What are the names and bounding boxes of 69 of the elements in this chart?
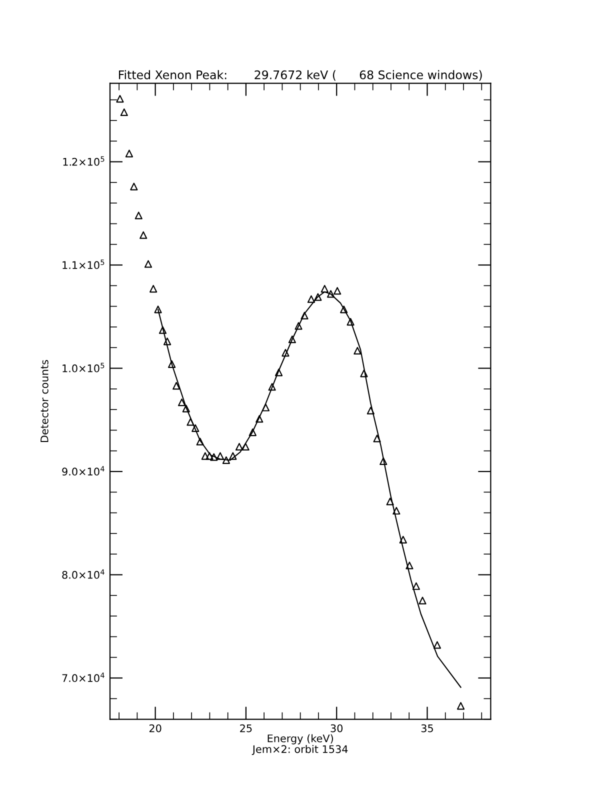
point: [412, 582, 420, 590]
point: [229, 452, 237, 460]
x-axis-title: Energy (keV): [268, 734, 334, 744]
point: [386, 498, 394, 506]
point: [168, 360, 176, 368]
point: [216, 452, 224, 460]
point: [120, 108, 128, 116]
point: [186, 418, 194, 426]
point: [222, 456, 230, 464]
point: [150, 284, 158, 293]
point: [320, 284, 328, 293]
point: [406, 562, 414, 570]
point: [262, 404, 270, 412]
point: [154, 306, 162, 314]
x-tick-label: 20: [149, 724, 162, 732]
point: [294, 322, 302, 330]
point: [268, 383, 276, 391]
point: [134, 212, 142, 220]
point: [178, 398, 186, 406]
y-axis-title: Detector counts: [40, 360, 48, 442]
point: [456, 702, 465, 710]
point: [307, 295, 316, 303]
point: [399, 536, 407, 544]
point: [334, 287, 342, 295]
point: [158, 326, 167, 334]
point: [140, 231, 148, 239]
point: [201, 452, 209, 460]
point: [116, 94, 124, 103]
text: Jem×2: orbit 1534: [252, 745, 348, 755]
y-tick-label: 1.1×10$^{5}$: [62, 260, 104, 270]
y-tick-label: 1.0×10$^{5}$: [62, 362, 104, 372]
point: [130, 182, 138, 190]
chart-title: Fitted Xenon Peak: 29.7672 keV ( 68 Science windows): [118, 70, 482, 81]
point: [360, 370, 368, 378]
y-tick-label: 9.0×10$^{4}$: [62, 466, 104, 476]
point: [248, 428, 256, 436]
point: [125, 150, 134, 158]
point: [326, 290, 335, 298]
point: [242, 442, 250, 451]
point: [373, 434, 381, 442]
point: [314, 293, 322, 301]
point: [192, 424, 200, 432]
point: [210, 453, 218, 461]
point: [392, 506, 400, 515]
x-tick-label: 25: [240, 724, 252, 732]
point: [235, 442, 244, 451]
point: [366, 406, 374, 414]
point: [182, 404, 190, 412]
point: [354, 346, 362, 355]
x-tick-label: 30: [330, 724, 343, 732]
point: [300, 312, 308, 320]
point: [144, 260, 152, 268]
y-tick-label: 8.0×10$^{4}$: [62, 569, 104, 579]
y-tick-label: 7.0×10$^{4}$: [62, 672, 104, 682]
point: [346, 318, 354, 326]
y-tick-label: 1.2×10$^{5}$: [63, 156, 104, 166]
point: [418, 596, 426, 604]
point: [256, 415, 264, 423]
point: [340, 306, 348, 314]
point: [288, 336, 296, 344]
point: [433, 641, 442, 649]
point: [196, 438, 204, 446]
point: [206, 452, 214, 460]
point: [380, 457, 388, 465]
x-tick-label: 35: [421, 724, 433, 732]
point: [172, 382, 180, 390]
point: [163, 338, 172, 346]
point: [274, 368, 283, 376]
point: [282, 348, 290, 357]
